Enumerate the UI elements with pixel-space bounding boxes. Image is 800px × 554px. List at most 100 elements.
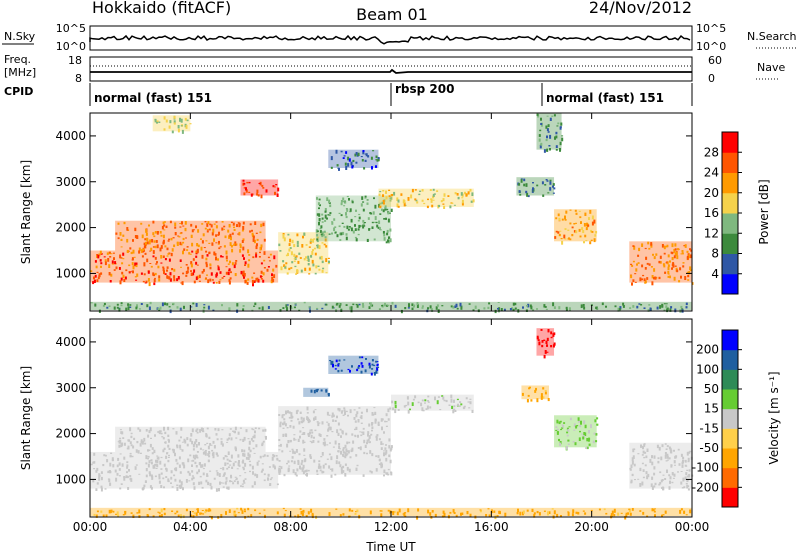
power-cell: [594, 234, 597, 237]
velocity-cell: [373, 407, 376, 409]
velocity-cell: [245, 429, 248, 433]
velocity-cell: [119, 487, 122, 490]
power-cell: [157, 265, 160, 269]
power-cell: [266, 268, 269, 272]
power-cell: [378, 203, 380, 208]
velocity-cell: [611, 510, 614, 515]
power-cell: [212, 281, 215, 284]
velocity-cell: [642, 445, 644, 447]
velocity-cell: [221, 443, 224, 447]
velocity-cell: [104, 454, 107, 457]
power-cell: [520, 179, 523, 183]
velocity-cell: [301, 459, 304, 463]
velocity-cell: [115, 477, 118, 482]
power-cell: [164, 273, 167, 275]
power-cell: [643, 278, 646, 282]
velocity-cell: [575, 425, 578, 429]
power-cell: [442, 198, 445, 202]
power-cell: [274, 191, 276, 195]
power-cell: [251, 229, 253, 232]
power-cell: [336, 302, 339, 305]
power-cell: [541, 181, 544, 185]
velocity-cell: [166, 452, 168, 455]
power-cell: [690, 254, 692, 259]
power-cell: [278, 243, 281, 247]
velocity-cell: [340, 435, 342, 438]
power-cell: [195, 276, 198, 280]
power-cell: [186, 249, 189, 251]
velocity-cell: [123, 456, 126, 460]
velocity-cell: [685, 482, 688, 485]
power-region-10: [152, 115, 191, 132]
power-cell: [338, 302, 341, 306]
velocity-cell: [175, 458, 178, 462]
velocity-cell: [677, 448, 680, 451]
power-cell: [182, 250, 184, 255]
velocity-cell: [202, 449, 205, 451]
power-cell: [327, 262, 330, 265]
velocity-cell: [191, 477, 194, 481]
power-cell: [678, 280, 681, 283]
velocity-cell: [252, 435, 255, 439]
velocity-cell: [106, 459, 109, 463]
power-cell: [658, 276, 661, 280]
velocity-cell: [250, 514, 253, 517]
power-cell: [345, 212, 347, 216]
power-cell: [350, 306, 353, 310]
velocity-cell: [95, 514, 98, 518]
power-cell: [578, 210, 581, 212]
velocity-cell: [186, 443, 189, 447]
power-cell: [181, 129, 184, 134]
power-cell: [579, 235, 582, 238]
velocity-cell: [287, 460, 290, 463]
power-cell: [384, 302, 386, 307]
power-cell: [321, 231, 324, 234]
velocity-cell: [668, 446, 671, 450]
power-cell: [432, 199, 435, 201]
velocity-cell: [383, 450, 385, 452]
velocity-cell: [392, 511, 395, 515]
velocity-cell: [193, 486, 196, 490]
velocity-cell: [385, 425, 388, 427]
power-cell: [581, 227, 584, 231]
station-title: Hokkaido (fitACF): [92, 0, 231, 17]
power-cell: [419, 190, 422, 192]
beam-label: Beam 01: [356, 5, 428, 24]
power-cell: [389, 228, 392, 232]
power-cell: [166, 255, 169, 257]
velocity-cell: [196, 428, 199, 431]
velocity-cell: [231, 466, 234, 469]
power-cell: [373, 238, 376, 241]
velocity-cell: [153, 465, 156, 469]
velocity-cell: [375, 360, 378, 363]
power-cell: [596, 308, 599, 310]
velocity-cell: [242, 479, 245, 483]
power-cell: [388, 189, 391, 191]
power-cell: [229, 242, 232, 246]
power-cell: [241, 229, 244, 232]
velocity-cell: [427, 509, 430, 514]
power-cell: [354, 153, 357, 157]
power-cell: [200, 238, 202, 240]
velocity-cell: [309, 454, 312, 458]
power-cell: [361, 159, 364, 162]
power-cell: [636, 263, 638, 266]
velocity-cell: [458, 405, 461, 407]
power-cell: [273, 186, 276, 188]
velocity-cell: [390, 511, 393, 513]
velocity-cell: [407, 508, 410, 513]
velocity-cell: [227, 451, 230, 455]
power-cell: [317, 265, 320, 267]
power-cell: [163, 116, 166, 120]
power-cell: [225, 266, 228, 268]
velocity-cell: [90, 463, 93, 466]
velocity-cell: [132, 514, 135, 518]
velocity-cell: [344, 473, 347, 477]
velocity-cell: [118, 468, 121, 471]
velocity-cell: [160, 485, 163, 488]
velocity-cell: [130, 444, 133, 447]
power-cell: [679, 267, 682, 271]
power-cell: [211, 279, 214, 281]
velocity-cell: [572, 509, 575, 514]
power-cell: [307, 263, 310, 266]
